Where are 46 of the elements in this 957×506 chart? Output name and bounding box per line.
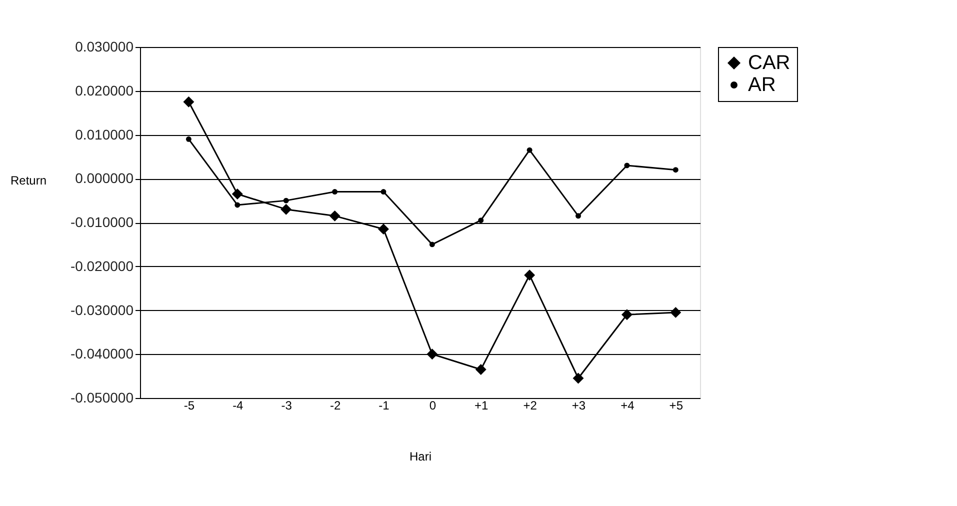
x-tick-label: +3 [572,398,586,412]
y-tick-label: -0.030000 [70,302,134,318]
point [478,218,484,224]
x-tick-label: -2 [330,398,341,412]
y-tick-label: 0.020000 [75,82,134,98]
point [234,202,240,208]
x-tick-label: +4 [620,398,635,412]
point [283,198,289,204]
x-tick-label: 0 [429,398,436,412]
point [183,96,194,108]
point [526,147,532,153]
legend-label: AR [748,74,776,96]
point [378,224,389,235]
point [524,270,536,281]
point [572,372,584,384]
point [232,188,243,200]
point [670,306,682,318]
x-tick-label: +5 [669,398,684,412]
y-tick-label: 0.000000 [75,170,134,186]
y-tick-label: 0.010000 [75,126,134,142]
x-tick-label: +2 [523,398,538,412]
y-tick-label: 0.030000 [75,38,134,54]
y-tick-label: -0.040000 [70,346,134,362]
x-tick-label: -5 [184,398,195,412]
point [332,189,338,195]
point [380,189,386,195]
point [624,162,630,168]
y-axis-title: Return [10,174,47,188]
point [429,242,435,248]
point [329,210,340,222]
x-axis-title: Hari [409,450,432,464]
legend-label: CAR [748,52,790,74]
x-tick-label: -4 [232,398,244,412]
point [672,167,678,173]
point [475,364,486,375]
x-tick-label: -3 [281,398,292,412]
point [186,136,192,142]
x-tick-label: -1 [378,398,390,412]
point [621,309,632,320]
y-tick-label: -0.050000 [70,390,134,406]
point [426,348,438,360]
y-tick-label: -0.010000 [70,214,134,230]
y-tick-label: -0.020000 [70,258,134,274]
point [576,213,581,219]
point [280,204,292,215]
x-tick-label: +1 [474,398,489,412]
